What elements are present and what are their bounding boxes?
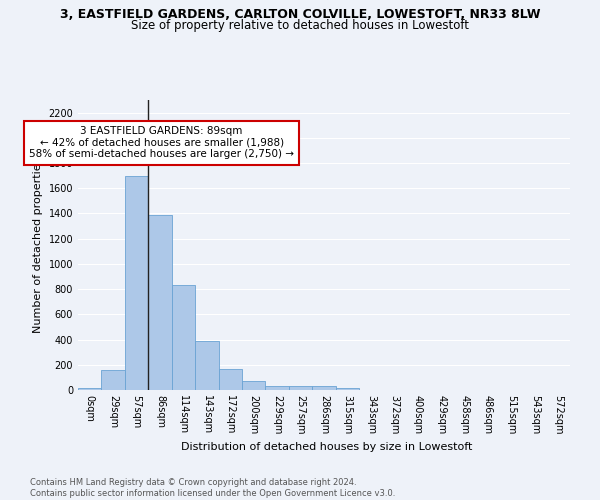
Text: Distribution of detached houses by size in Lowestoft: Distribution of detached houses by size … — [181, 442, 473, 452]
Bar — [78, 388, 101, 390]
Text: 3, EASTFIELD GARDENS, CARLTON COLVILLE, LOWESTOFT, NR33 8LW: 3, EASTFIELD GARDENS, CARLTON COLVILLE, … — [60, 8, 540, 20]
Bar — [242, 382, 265, 390]
Text: Contains HM Land Registry data © Crown copyright and database right 2024.
Contai: Contains HM Land Registry data © Crown c… — [30, 478, 395, 498]
Bar — [125, 176, 148, 390]
Y-axis label: Number of detached properties: Number of detached properties — [33, 158, 43, 332]
Text: 3 EASTFIELD GARDENS: 89sqm
← 42% of detached houses are smaller (1,988)
58% of s: 3 EASTFIELD GARDENS: 89sqm ← 42% of deta… — [29, 126, 294, 160]
Text: Size of property relative to detached houses in Lowestoft: Size of property relative to detached ho… — [131, 18, 469, 32]
Bar — [312, 386, 336, 390]
Bar — [336, 388, 359, 390]
Bar — [218, 369, 242, 390]
Bar — [195, 341, 218, 390]
Bar — [172, 284, 195, 390]
Bar — [265, 386, 289, 390]
Bar — [289, 386, 312, 390]
Bar — [148, 214, 172, 390]
Bar — [101, 370, 125, 390]
